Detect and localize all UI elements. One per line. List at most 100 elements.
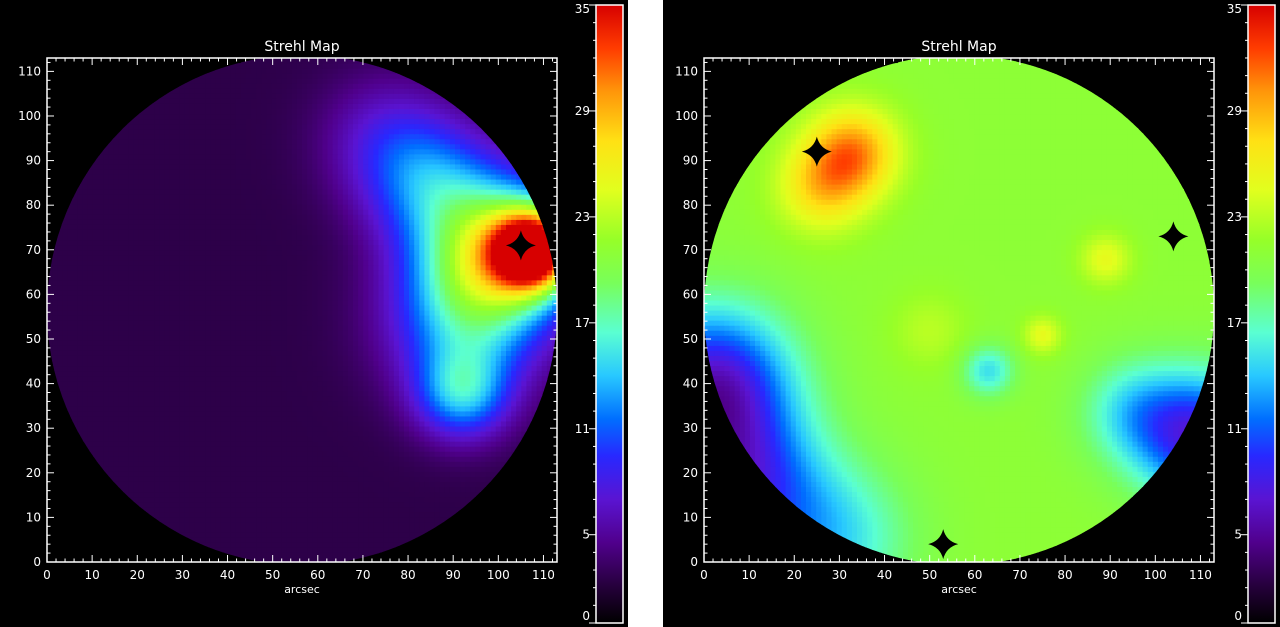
strehl-cell [194, 355, 201, 361]
strehl-cell [281, 315, 288, 321]
strehl-cell [388, 536, 395, 543]
strehl-cell [154, 350, 160, 356]
strehl-cell [363, 546, 369, 553]
strehl-cell [271, 370, 278, 377]
strehl-cell [235, 355, 242, 361]
strehl-cell [460, 456, 466, 462]
strehl-cell [337, 385, 344, 392]
strehl-cell [475, 491, 482, 498]
strehl-cell [230, 335, 237, 341]
strehl-cell [521, 420, 527, 427]
strehl-cell [434, 310, 441, 316]
strehl-cell [312, 375, 318, 382]
strehl-cell [149, 511, 155, 518]
strehl-cell [215, 430, 221, 437]
strehl-cell [388, 441, 395, 447]
strehl-cell [98, 304, 104, 311]
strehl-cell [490, 400, 497, 407]
strehl-cell [123, 269, 130, 276]
strehl-cell [312, 380, 318, 387]
strehl-cell [393, 420, 400, 427]
strehl-cell [154, 375, 160, 382]
strehl-cell [184, 471, 191, 477]
strehl-cell [449, 471, 456, 477]
strehl-cell [460, 340, 466, 346]
strehl-cell [164, 526, 170, 533]
strehl-cell [434, 400, 441, 407]
strehl-cell [363, 315, 369, 321]
strehl-cell [174, 360, 181, 367]
strehl-cell [245, 325, 252, 331]
strehl-cell [240, 385, 247, 392]
strehl-cell [342, 375, 349, 382]
strehl-cell [276, 340, 283, 346]
strehl-cell [235, 289, 242, 296]
strehl-cell [291, 551, 298, 558]
strehl-cell [434, 375, 441, 382]
strehl-cell [296, 274, 303, 281]
strehl-cell [235, 441, 242, 447]
strehl-cell [271, 546, 278, 553]
strehl-cell [92, 446, 99, 452]
strehl-cell [179, 400, 186, 407]
strehl-cell [164, 320, 170, 326]
strehl-cell [353, 279, 359, 286]
strehl-cell [189, 516, 196, 523]
strehl-cell [373, 264, 380, 271]
strehl-cell [92, 456, 99, 462]
strehl-cell [230, 451, 237, 457]
strehl-cell [353, 400, 359, 407]
strehl-cell [439, 340, 446, 346]
strehl-cell [434, 471, 441, 477]
strehl-cell [225, 340, 232, 346]
strehl-cell [302, 546, 308, 553]
strehl-cell [174, 511, 181, 518]
strehl-cell [225, 476, 232, 482]
strehl-cell [154, 436, 160, 442]
strehl-cell [184, 516, 191, 523]
strehl-cell [235, 395, 242, 402]
strehl-cell [332, 375, 339, 382]
strehl-cell [271, 441, 278, 447]
strehl-cell [460, 415, 466, 422]
strehl-cell [317, 375, 323, 382]
strehl-cell [342, 325, 349, 331]
strehl-cell [475, 299, 482, 306]
strehl-cell [225, 330, 232, 336]
strehl-cell [363, 274, 369, 281]
strehl-cell [235, 546, 242, 553]
strehl-cell [388, 511, 395, 518]
strehl-cell [133, 350, 140, 356]
strehl-cell [118, 299, 125, 306]
strehl-cell [393, 400, 400, 407]
strehl-cell [286, 410, 293, 417]
strehl-cell [434, 365, 441, 372]
strehl-cell [398, 491, 405, 498]
strehl-cell [429, 405, 436, 412]
strehl-cell [159, 355, 165, 361]
strehl-cell [490, 410, 497, 417]
strehl-cell [235, 264, 242, 271]
strehl-cell [480, 294, 487, 301]
strehl-cell [179, 441, 186, 447]
strehl-cell [138, 380, 145, 387]
strehl-cell [235, 310, 242, 316]
strehl-cell [449, 410, 456, 417]
strehl-cell [475, 430, 482, 437]
strehl-cell [363, 370, 369, 377]
strehl-cell [419, 471, 425, 477]
strehl-cell [424, 486, 431, 493]
strehl-cell [373, 269, 380, 276]
strehl-cell [485, 360, 492, 367]
strehl-cell [92, 274, 99, 281]
strehl-cell [475, 425, 482, 432]
strehl-cell [87, 420, 94, 427]
strehl-cell [409, 350, 415, 356]
strehl-cell [103, 335, 109, 341]
strehl-cell [296, 436, 303, 442]
strehl-cell [225, 461, 232, 467]
strehl-cell [383, 511, 390, 518]
strehl-cell [388, 304, 395, 311]
strehl-cell [256, 375, 262, 382]
strehl-cell [210, 410, 216, 417]
